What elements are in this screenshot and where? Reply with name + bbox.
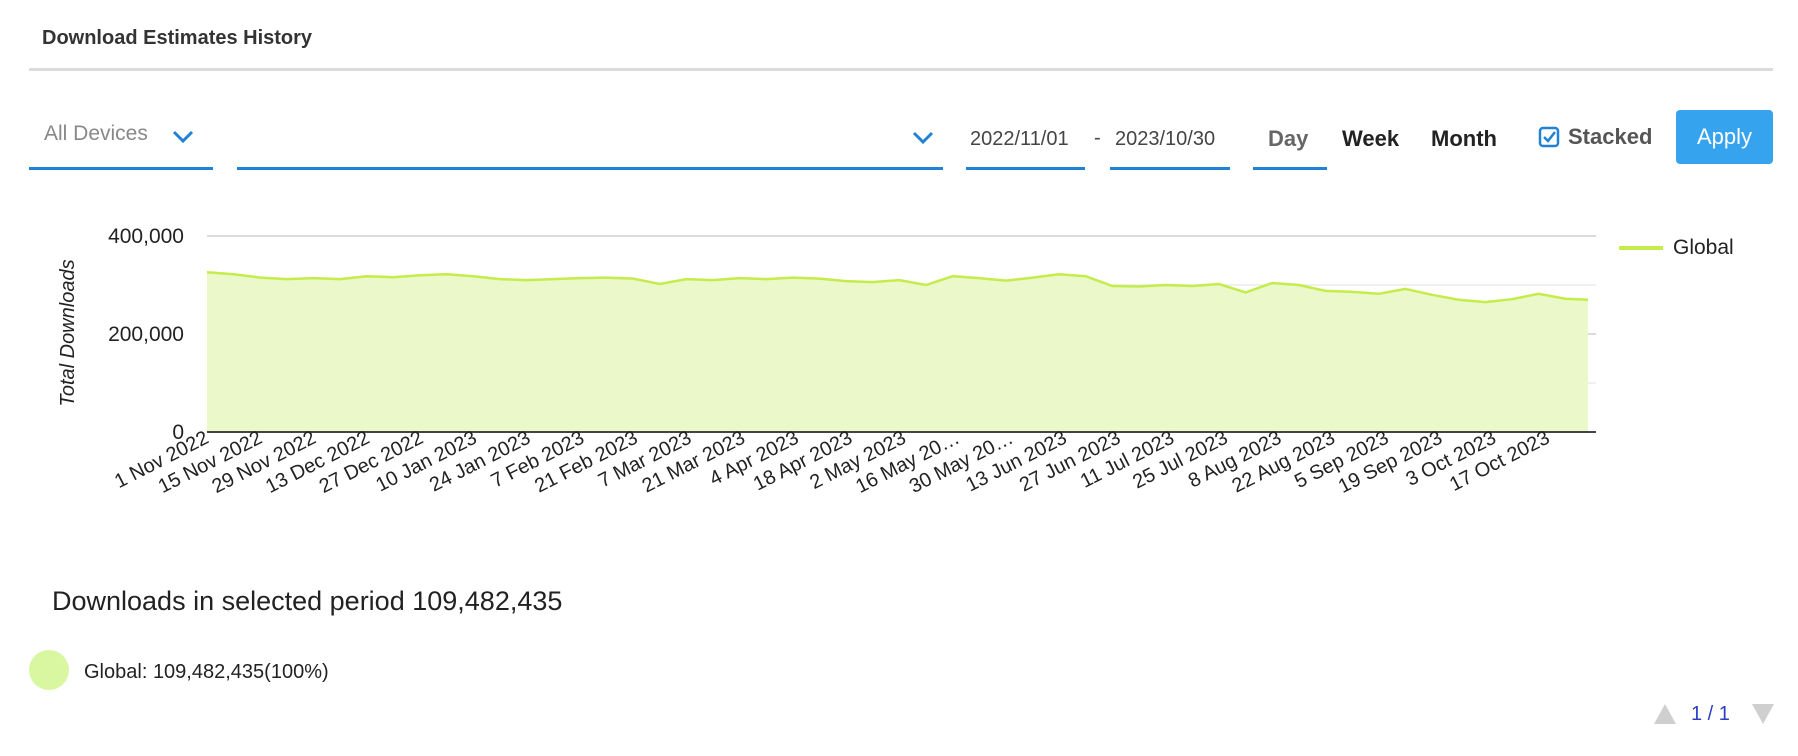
- legend-label-global: Global: [1673, 236, 1734, 259]
- y-tick-label: 400,000: [108, 225, 184, 248]
- y-tick-label: 0: [172, 421, 184, 444]
- legend-item-name: Global:: [84, 661, 148, 683]
- period-month-button[interactable]: Month: [1431, 126, 1497, 151]
- summary-total: 109,482,435: [412, 586, 563, 616]
- device-select-underline: [29, 167, 213, 170]
- apply-button[interactable]: Apply: [1676, 110, 1773, 164]
- end-date-underline: [1110, 167, 1230, 170]
- start-date-input[interactable]: 2022/11/01: [970, 128, 1069, 150]
- period-week-button[interactable]: Week: [1342, 126, 1400, 151]
- device-select-value: All Devices: [44, 122, 148, 145]
- legend-item-value: 109,482,435(100%): [152, 661, 329, 683]
- period-summary: Downloads in selected period 109,482,435: [52, 586, 562, 617]
- pagination-text: 1 / 1: [1691, 703, 1730, 725]
- chart-legend[interactable]: Global: [1619, 236, 1734, 259]
- y-axis-title: Total Downloads: [57, 259, 79, 406]
- series-area-global: [207, 272, 1588, 432]
- page-title: Download Estimates History: [42, 27, 313, 49]
- checkbox-checked-icon[interactable]: [1538, 126, 1560, 148]
- pager-up-icon[interactable]: [1652, 702, 1678, 726]
- period-day-underline: [1253, 167, 1327, 170]
- legend-dot-global: [29, 650, 69, 690]
- summary-label: Downloads in selected period: [52, 586, 405, 616]
- title-divider: [29, 68, 1773, 71]
- date-separator: -: [1094, 127, 1101, 149]
- chevron-down-icon[interactable]: [912, 131, 934, 145]
- start-date-underline: [966, 167, 1085, 170]
- y-axis-labels: 0 200,000 400,000: [108, 225, 184, 444]
- end-date-input[interactable]: 2023/10/30: [1115, 128, 1216, 150]
- pager-down-icon[interactable]: [1750, 702, 1776, 726]
- stacked-checkbox[interactable]: Stacked: [1538, 124, 1652, 150]
- filter-select-underline: [237, 167, 943, 170]
- y-tick-label: 200,000: [108, 323, 184, 346]
- chevron-down-icon[interactable]: [172, 130, 194, 144]
- period-day-button[interactable]: Day: [1268, 126, 1309, 151]
- series-line-global: [206, 271, 1589, 304]
- legend-item-global: Global: 109,482,435(100%): [84, 661, 329, 684]
- stacked-label: Stacked: [1568, 124, 1653, 149]
